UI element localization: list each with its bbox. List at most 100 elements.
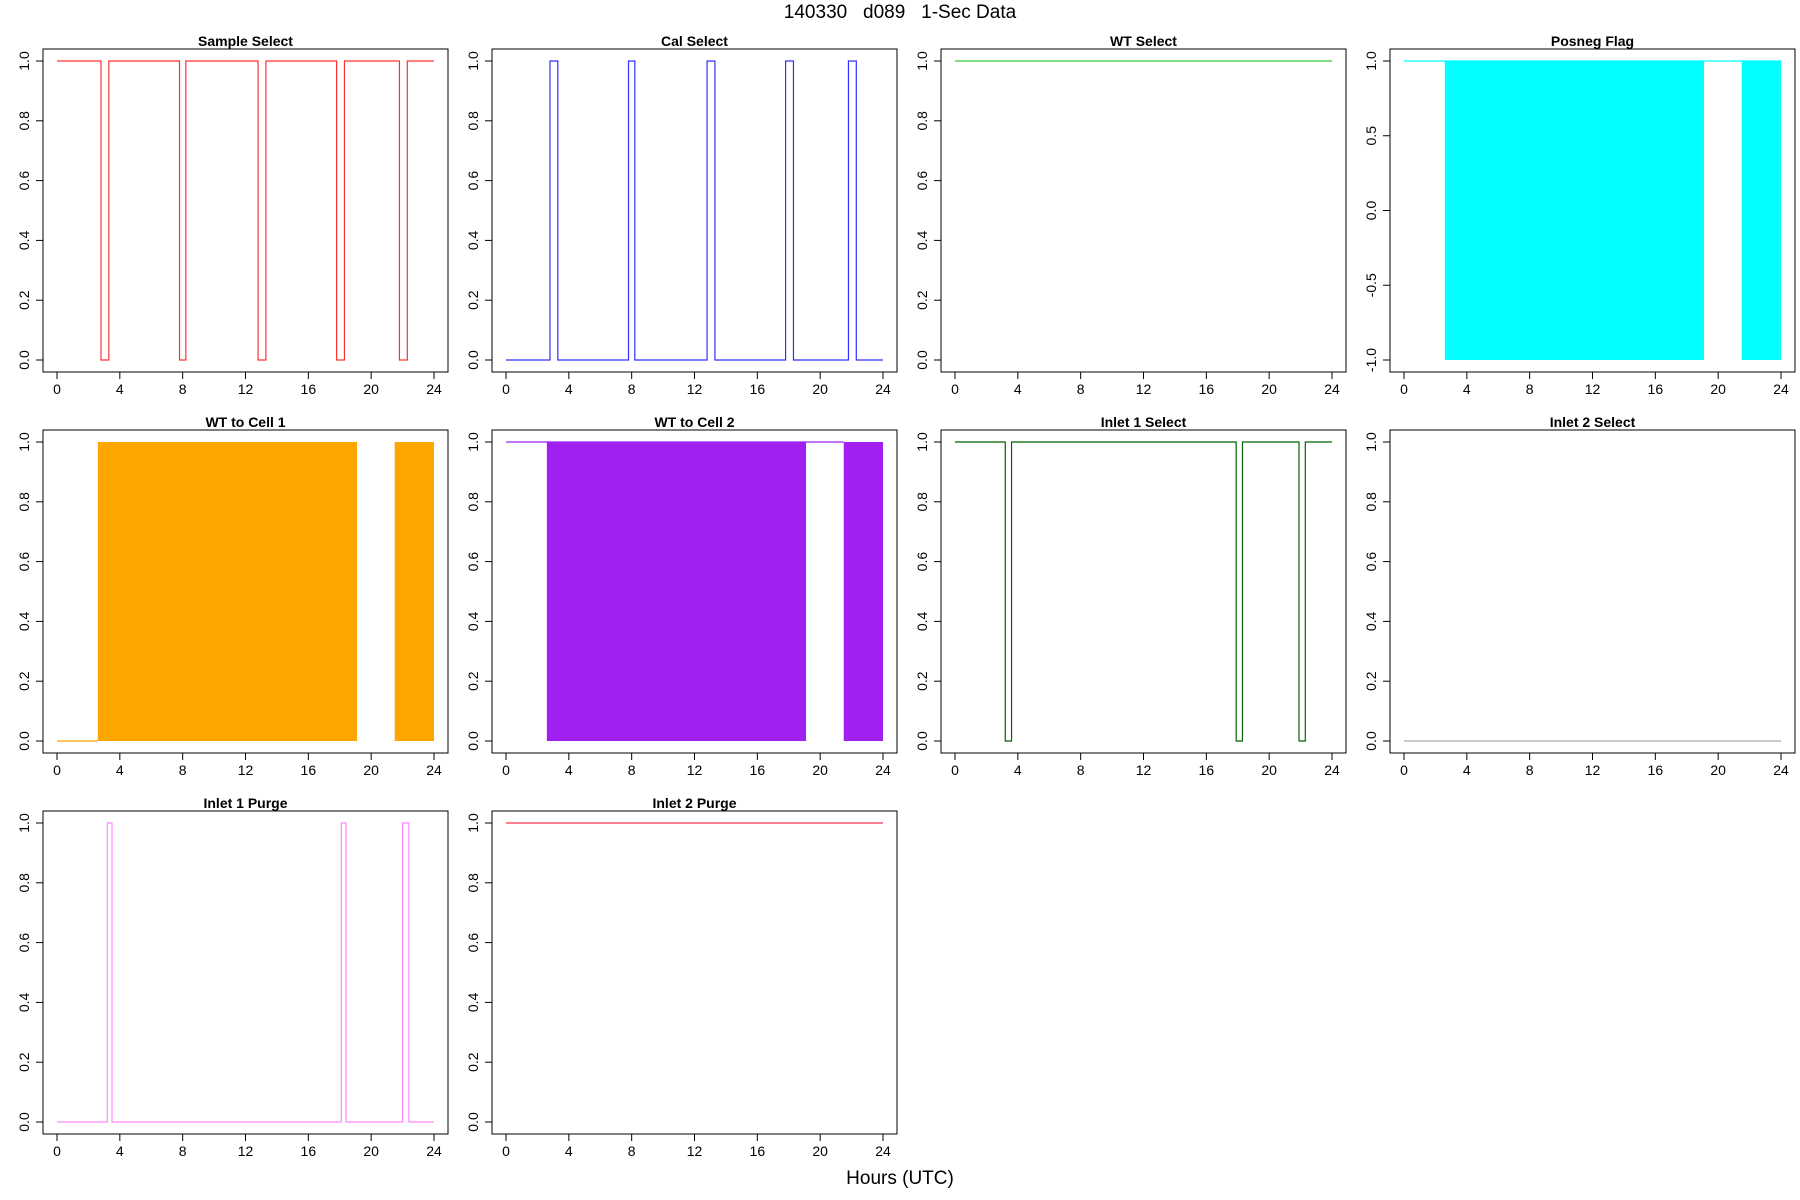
panel-frame [42, 48, 449, 373]
x-tick-label: 24 [1324, 762, 1340, 778]
panel-6: Inlet 1 Select 0 4 8 12 16 20 24 0.0 0.2 0.4 0.6 0.8… [914, 414, 1347, 778]
y-tick-label: 0.4 [914, 230, 930, 250]
y-tick-label: 0.8 [465, 492, 481, 512]
y-tick-label: 0.0 [16, 350, 32, 370]
y-tick-label: 1.0 [465, 432, 481, 452]
y-tick-label: 0.4 [16, 992, 32, 1012]
y-tick-label: 0.0 [1363, 731, 1379, 751]
x-tick-label: 16 [750, 381, 766, 397]
panel-frame [491, 810, 898, 1135]
x-tick-label: 0 [53, 381, 61, 397]
x-tick-label: 12 [687, 762, 703, 778]
y-tick-label: 0.6 [465, 171, 481, 191]
panel-title: WT Select [1110, 33, 1177, 49]
x-tick-label: 24 [1324, 381, 1340, 397]
x-tick-label: 20 [1261, 762, 1277, 778]
panel-3: Posneg Flag 0 4 8 12 16 20 24 -1.0 -0.5 0.0 0.5 1.0 [1363, 33, 1796, 397]
x-tick-label: 12 [1136, 381, 1152, 397]
panel-1: Cal Select 0 4 8 12 16 20 24 0.0 0.2 0.4 0.6 0.8 1.0 [465, 33, 898, 397]
y-tick-label: 0.2 [914, 671, 930, 691]
y-tick-label: 0.6 [465, 552, 481, 572]
panel-title: Posneg Flag [1551, 33, 1634, 49]
panel-9: Inlet 2 Purge 0 4 8 12 16 20 24 0.0 0.2 0.4 0.6 0.8 1… [465, 795, 898, 1159]
x-tick-label: 4 [116, 381, 124, 397]
x-tick-label: 12 [687, 381, 703, 397]
x-tick-label: 8 [628, 1143, 636, 1159]
x-tick-label: 20 [1710, 762, 1726, 778]
y-tick-label: 0.2 [465, 671, 481, 691]
x-tick-label: 24 [426, 1143, 442, 1159]
x-tick-label: 20 [1261, 381, 1277, 397]
x-tick-label: 8 [179, 381, 187, 397]
y-tick-label: 1.0 [16, 813, 32, 833]
y-tick-label: 0.0 [1363, 201, 1379, 221]
x-tick-label: 20 [812, 381, 828, 397]
x-tick-label: 20 [1710, 381, 1726, 397]
x-tick-label: 12 [1136, 762, 1152, 778]
y-tick-label: 0.8 [914, 492, 930, 512]
y-tick-label: 0.4 [465, 992, 481, 1012]
x-tick-label: 0 [502, 381, 510, 397]
x-tick-label: 4 [116, 1143, 124, 1159]
y-tick-label: 1.0 [16, 51, 32, 71]
x-tick-label: 12 [687, 1143, 703, 1159]
x-tick-label: 16 [1648, 762, 1664, 778]
y-tick-label: 0.0 [16, 731, 32, 751]
panel-5: WT to Cell 2 0 4 8 12 16 20 24 0.0 0.2 0.4 0.6 0.8 1.… [465, 414, 898, 778]
page-title: 140330 d089 1-Sec Data [783, 2, 1017, 23]
x-tick-label: 16 [301, 381, 317, 397]
y-tick-label: 0.0 [465, 1112, 481, 1132]
x-tick-label: 20 [812, 1143, 828, 1159]
y-tick-label: 0.2 [16, 671, 32, 691]
fill-block [1444, 61, 1705, 360]
y-tick-label: 1.0 [16, 432, 32, 452]
y-tick-label: 0.2 [16, 1052, 32, 1072]
y-tick-label: 1.0 [465, 813, 481, 833]
y-tick-label: 0.6 [16, 171, 32, 191]
x-tick-label: 12 [238, 762, 254, 778]
y-tick-label: -0.5 [1363, 273, 1379, 297]
y-tick-label: 0.4 [465, 230, 481, 250]
x-tick-label: 24 [426, 381, 442, 397]
x-tick-label: 0 [502, 1143, 510, 1159]
y-tick-label: 0.6 [16, 552, 32, 572]
y-tick-label: 1.0 [914, 432, 930, 452]
y-tick-label: 0.8 [465, 111, 481, 131]
x-tick-label: 0 [1400, 381, 1408, 397]
x-tick-label: 16 [750, 1143, 766, 1159]
y-tick-label: 1.0 [1363, 432, 1379, 452]
panel-title: Inlet 1 Select [1101, 414, 1187, 430]
x-tick-label: 24 [875, 1143, 891, 1159]
x-tick-label: 8 [1526, 762, 1534, 778]
x-tick-label: 12 [1585, 381, 1601, 397]
x-tick-label: 24 [426, 762, 442, 778]
x-tick-label: 8 [179, 1143, 187, 1159]
series-line [955, 441, 1332, 742]
x-tick-label: 24 [1773, 762, 1789, 778]
x-tick-label: 20 [363, 762, 379, 778]
panel-title: WT to Cell 1 [205, 414, 285, 430]
x-tick-label: 12 [238, 381, 254, 397]
panel-7: Inlet 2 Select 0 4 8 12 16 20 24 0.0 0.2 0.4 0.6 0.8… [1363, 414, 1796, 778]
x-tick-label: 16 [1199, 762, 1215, 778]
panel-title: WT to Cell 2 [654, 414, 734, 430]
x-tick-label: 0 [951, 381, 959, 397]
series-line [57, 60, 434, 361]
y-tick-label: 0.8 [465, 873, 481, 893]
x-tick-label: 16 [1648, 381, 1664, 397]
series-line [506, 60, 883, 361]
x-tick-label: 0 [1400, 762, 1408, 778]
x-tick-label: 16 [301, 762, 317, 778]
x-tick-label: 24 [875, 381, 891, 397]
y-tick-label: 0.8 [1363, 492, 1379, 512]
x-tick-label: 20 [363, 1143, 379, 1159]
y-tick-label: 0.6 [914, 552, 930, 572]
x-tick-label: 4 [1463, 381, 1471, 397]
series-line [57, 822, 434, 1123]
y-tick-label: 0.4 [914, 611, 930, 631]
x-tick-label: 4 [1463, 762, 1471, 778]
y-tick-label: 0.0 [914, 350, 930, 370]
x-tick-label: 4 [116, 762, 124, 778]
x-tick-label: 0 [53, 762, 61, 778]
fill-block [546, 442, 807, 741]
